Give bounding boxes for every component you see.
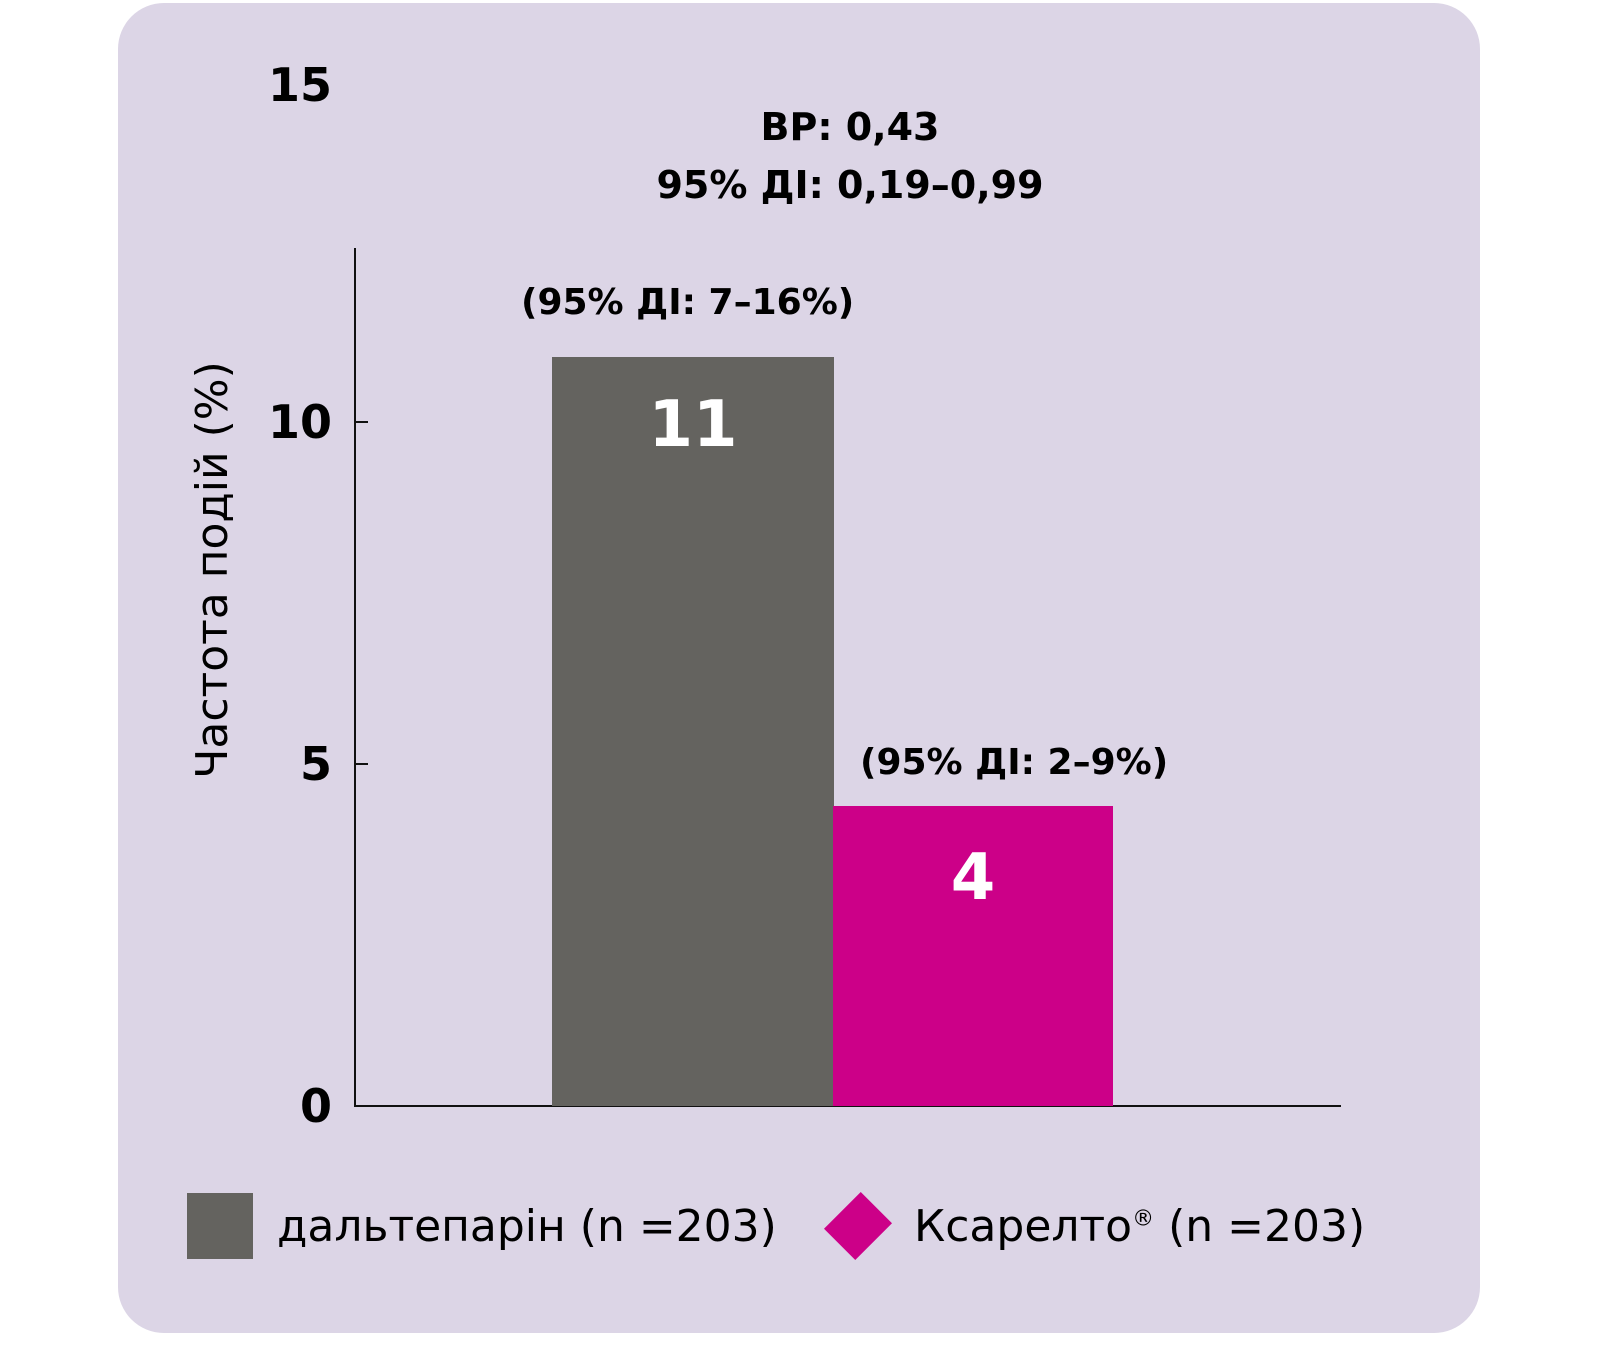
tick-10 xyxy=(356,421,368,423)
xarelto-ci-label: (95% ДІ: 2–9%) xyxy=(860,742,1169,783)
ytick-15: 15 xyxy=(267,58,332,112)
legend-label-dalteparin: дальтепарін (n =203) xyxy=(277,1200,777,1252)
y-axis-label: Частота подій (%) xyxy=(187,361,238,779)
bar-dalteparin: 11 xyxy=(552,357,834,1106)
registered-mark: ® xyxy=(1132,1205,1155,1231)
legend-label-xarelto: Ксарелто® (n =203) xyxy=(914,1201,1365,1252)
ytick-5: 5 xyxy=(299,737,332,791)
y-axis-line xyxy=(354,248,356,1107)
bar-value-dalteparin: 11 xyxy=(648,388,738,462)
hazard-ratio-label: ВР: 0,43 xyxy=(760,105,940,149)
legend-label-xarelto-n: (n =203) xyxy=(1154,1200,1366,1252)
bar-value-xarelto: 4 xyxy=(950,841,996,915)
ytick-10: 10 xyxy=(267,395,332,449)
tick-5 xyxy=(356,763,368,765)
bar-xarelto: 4 xyxy=(833,806,1113,1106)
dalteparin-ci-label: (95% ДІ: 7–16%) xyxy=(521,282,855,323)
ytick-0: 0 xyxy=(299,1079,332,1133)
x-axis-line xyxy=(354,1105,1341,1107)
legend-item-xarelto: Ксарелто® (n =203) xyxy=(823,1191,1365,1261)
hazard-ratio-annotation: ВР: 0,43 95% ДІ: 0,19–0,99 xyxy=(600,98,1100,214)
legend-label-xarelto-name: Ксарелто xyxy=(914,1200,1133,1252)
hazard-ratio-ci-label: 95% ДІ: 0,19–0,99 xyxy=(656,163,1044,207)
legend-item-dalteparin: дальтепарін (n =203) xyxy=(187,1193,777,1259)
square-marker-icon xyxy=(187,1193,253,1259)
diamond-marker-icon xyxy=(823,1191,893,1261)
